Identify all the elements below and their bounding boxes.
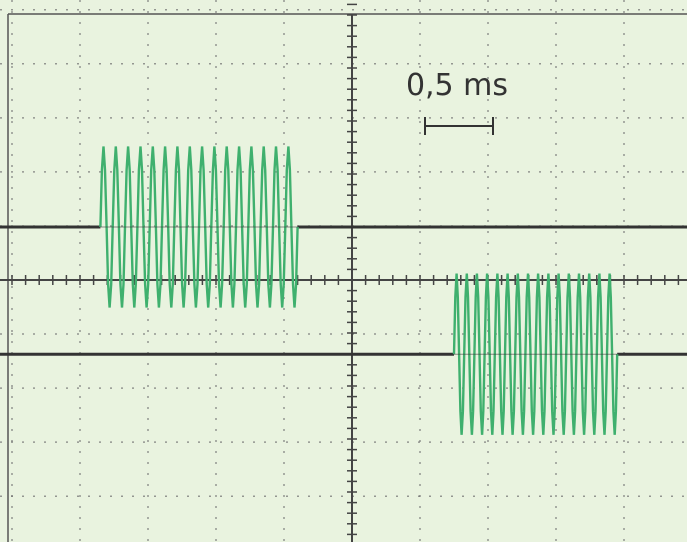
center-axes	[0, 3, 687, 542]
time-scale-marker: 0,5 ms	[406, 68, 508, 135]
time-scale-label: 0,5 ms	[406, 68, 508, 103]
traces	[0, 146, 687, 435]
